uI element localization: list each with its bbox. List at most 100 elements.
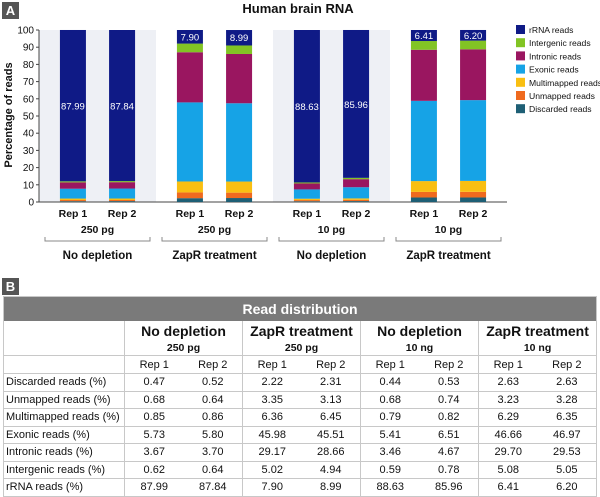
table-row-label: Intergenic reads (%): [3, 461, 125, 479]
table-cell: 6.20: [537, 478, 597, 497]
bar-value-label: 8.99: [230, 33, 249, 44]
table-cell: 5.08: [478, 461, 538, 479]
table-group-header: No depletion: [124, 321, 243, 340]
table-cell: 0.68: [124, 391, 184, 409]
legend-label: rRNA reads: [529, 25, 573, 35]
y-tick-label: 0: [28, 198, 34, 209]
read-distribution-table: Read distribution No depletion ZapR trea…: [3, 296, 598, 497]
table-rep-header: Rep 2: [419, 355, 479, 374]
table-cell: 28.66: [301, 443, 361, 462]
table-row: Discarded reads (%) 0.47 0.52 2.22 2.31 0.44 0…: [3, 373, 597, 392]
bar-segment: [226, 53, 253, 104]
table-cell: 29.70: [478, 443, 538, 462]
table-cell: 87.99: [124, 478, 184, 497]
table-cell: 0.44: [360, 373, 420, 392]
table-cell: 46.66: [478, 426, 538, 444]
x-amount-label: 250 pg: [198, 224, 231, 236]
y-tick-label: 70: [23, 77, 35, 88]
table-cell: 6.36: [242, 408, 302, 427]
x-tick-label: Rep 2: [225, 208, 254, 220]
table-row-label: Exonic reads (%): [3, 426, 125, 444]
legend-label: Discarded reads: [529, 104, 592, 114]
table-row-label: Multimapped reads (%): [3, 408, 125, 427]
bar-segment: [59, 198, 86, 201]
bar-segment: [293, 183, 320, 190]
table-cell: 0.68: [360, 391, 420, 409]
bar-segment: [109, 30, 136, 182]
table-row: Unmapped reads (%) 0.68 0.64 3.35 3.13 0.68 0.…: [3, 391, 597, 409]
table-cell: 0.64: [183, 461, 243, 479]
legend-swatch: [516, 51, 525, 61]
table-amount-header: 250 pg: [124, 340, 243, 356]
stacked-bar-chart: Human brain RNA Percentage of reads 0 10 2…: [3, 1, 600, 262]
bar-segment: [460, 29, 487, 41]
bar-value-label: 87.84: [110, 102, 134, 113]
y-tick-label: 30: [23, 146, 35, 157]
legend-swatch: [516, 104, 525, 114]
table-cell: 3.23: [478, 391, 538, 409]
bar-segment: [460, 180, 487, 192]
table-cell: 2.22: [242, 373, 302, 392]
y-tick-label: 40: [23, 129, 35, 140]
x-amount-label: 10 pg: [318, 224, 345, 236]
bar-segment: [343, 179, 370, 188]
bar-segment: [59, 29, 86, 182]
bar-segment: [109, 181, 136, 183]
y-tick-label: 10: [23, 180, 35, 191]
table-group-header: No depletion: [360, 321, 479, 340]
table-rep-header: Rep 2: [537, 355, 597, 374]
bar-segment: [109, 182, 136, 189]
bar-segment: [293, 198, 320, 201]
x-amount-label: 250 pg: [81, 224, 114, 236]
table-cell: 6.41: [478, 478, 538, 497]
bar-segment: [343, 198, 370, 200]
bar-segment: [176, 102, 203, 182]
table-cell: 6.45: [301, 408, 361, 427]
x-tick-label: Rep 1: [293, 208, 322, 220]
table-cell: 2.31: [301, 373, 361, 392]
table-amount-header: 10 ng: [477, 340, 597, 356]
x-tick-label: Rep 2: [459, 208, 488, 220]
table-cell: 5.73: [124, 426, 184, 444]
bar-segment: [293, 30, 320, 183]
bar-segment: [59, 201, 86, 202]
bar-segment: [410, 41, 437, 50]
legend-swatch: [516, 77, 525, 87]
bar-segment: [410, 197, 437, 202]
table-amount-header: 10 ng: [360, 340, 479, 356]
table-cell: 7.90: [242, 478, 302, 497]
table-cell: 3.13: [301, 391, 361, 409]
bar-segment: [410, 100, 437, 182]
bar-segment: [410, 30, 437, 42]
legend-label: Intergenic reads: [529, 38, 591, 48]
legend-swatch: [516, 25, 525, 34]
table-cell: 88.63: [360, 478, 420, 497]
table-row: Intronic reads (%) 3.67 3.70 29.17 28.66 3.46…: [3, 443, 597, 462]
y-tick-label: 80: [23, 60, 35, 71]
table-cell: 3.28: [537, 391, 597, 409]
table-amount-header: 250 pg: [242, 340, 361, 356]
chart-band: [156, 30, 273, 202]
table-rep-header: Rep 1: [360, 355, 420, 374]
chart-band: [39, 30, 156, 202]
table-row-label: Unmapped reads (%): [3, 391, 125, 409]
bar-segment: [226, 192, 253, 199]
bar-segment: [460, 197, 487, 202]
bar-segment: [226, 198, 253, 202]
bar-segment: [293, 182, 320, 184]
table-cell: 4.67: [419, 443, 479, 462]
table-cell: 0.47: [124, 373, 184, 392]
legend-label: Exonic reads: [529, 65, 579, 75]
bar-segment: [226, 45, 253, 54]
bar-segment: [176, 52, 203, 103]
x-group-label: ZapR treatment: [172, 250, 257, 262]
bar-segment: [176, 43, 203, 53]
bar-segment: [59, 181, 86, 183]
table-row-label: rRNA reads (%): [3, 478, 125, 497]
bar-segment: [226, 103, 253, 182]
bar-value-label: 7.90: [181, 32, 200, 43]
table-row: rRNA reads (%) 87.99 87.84 7.90 8.99 88.63 85.…: [3, 478, 597, 497]
legend-label: Multimapped reads: [529, 78, 600, 88]
table-cell: 3.35: [242, 391, 302, 409]
x-amount-label: 10 pg: [435, 224, 462, 236]
